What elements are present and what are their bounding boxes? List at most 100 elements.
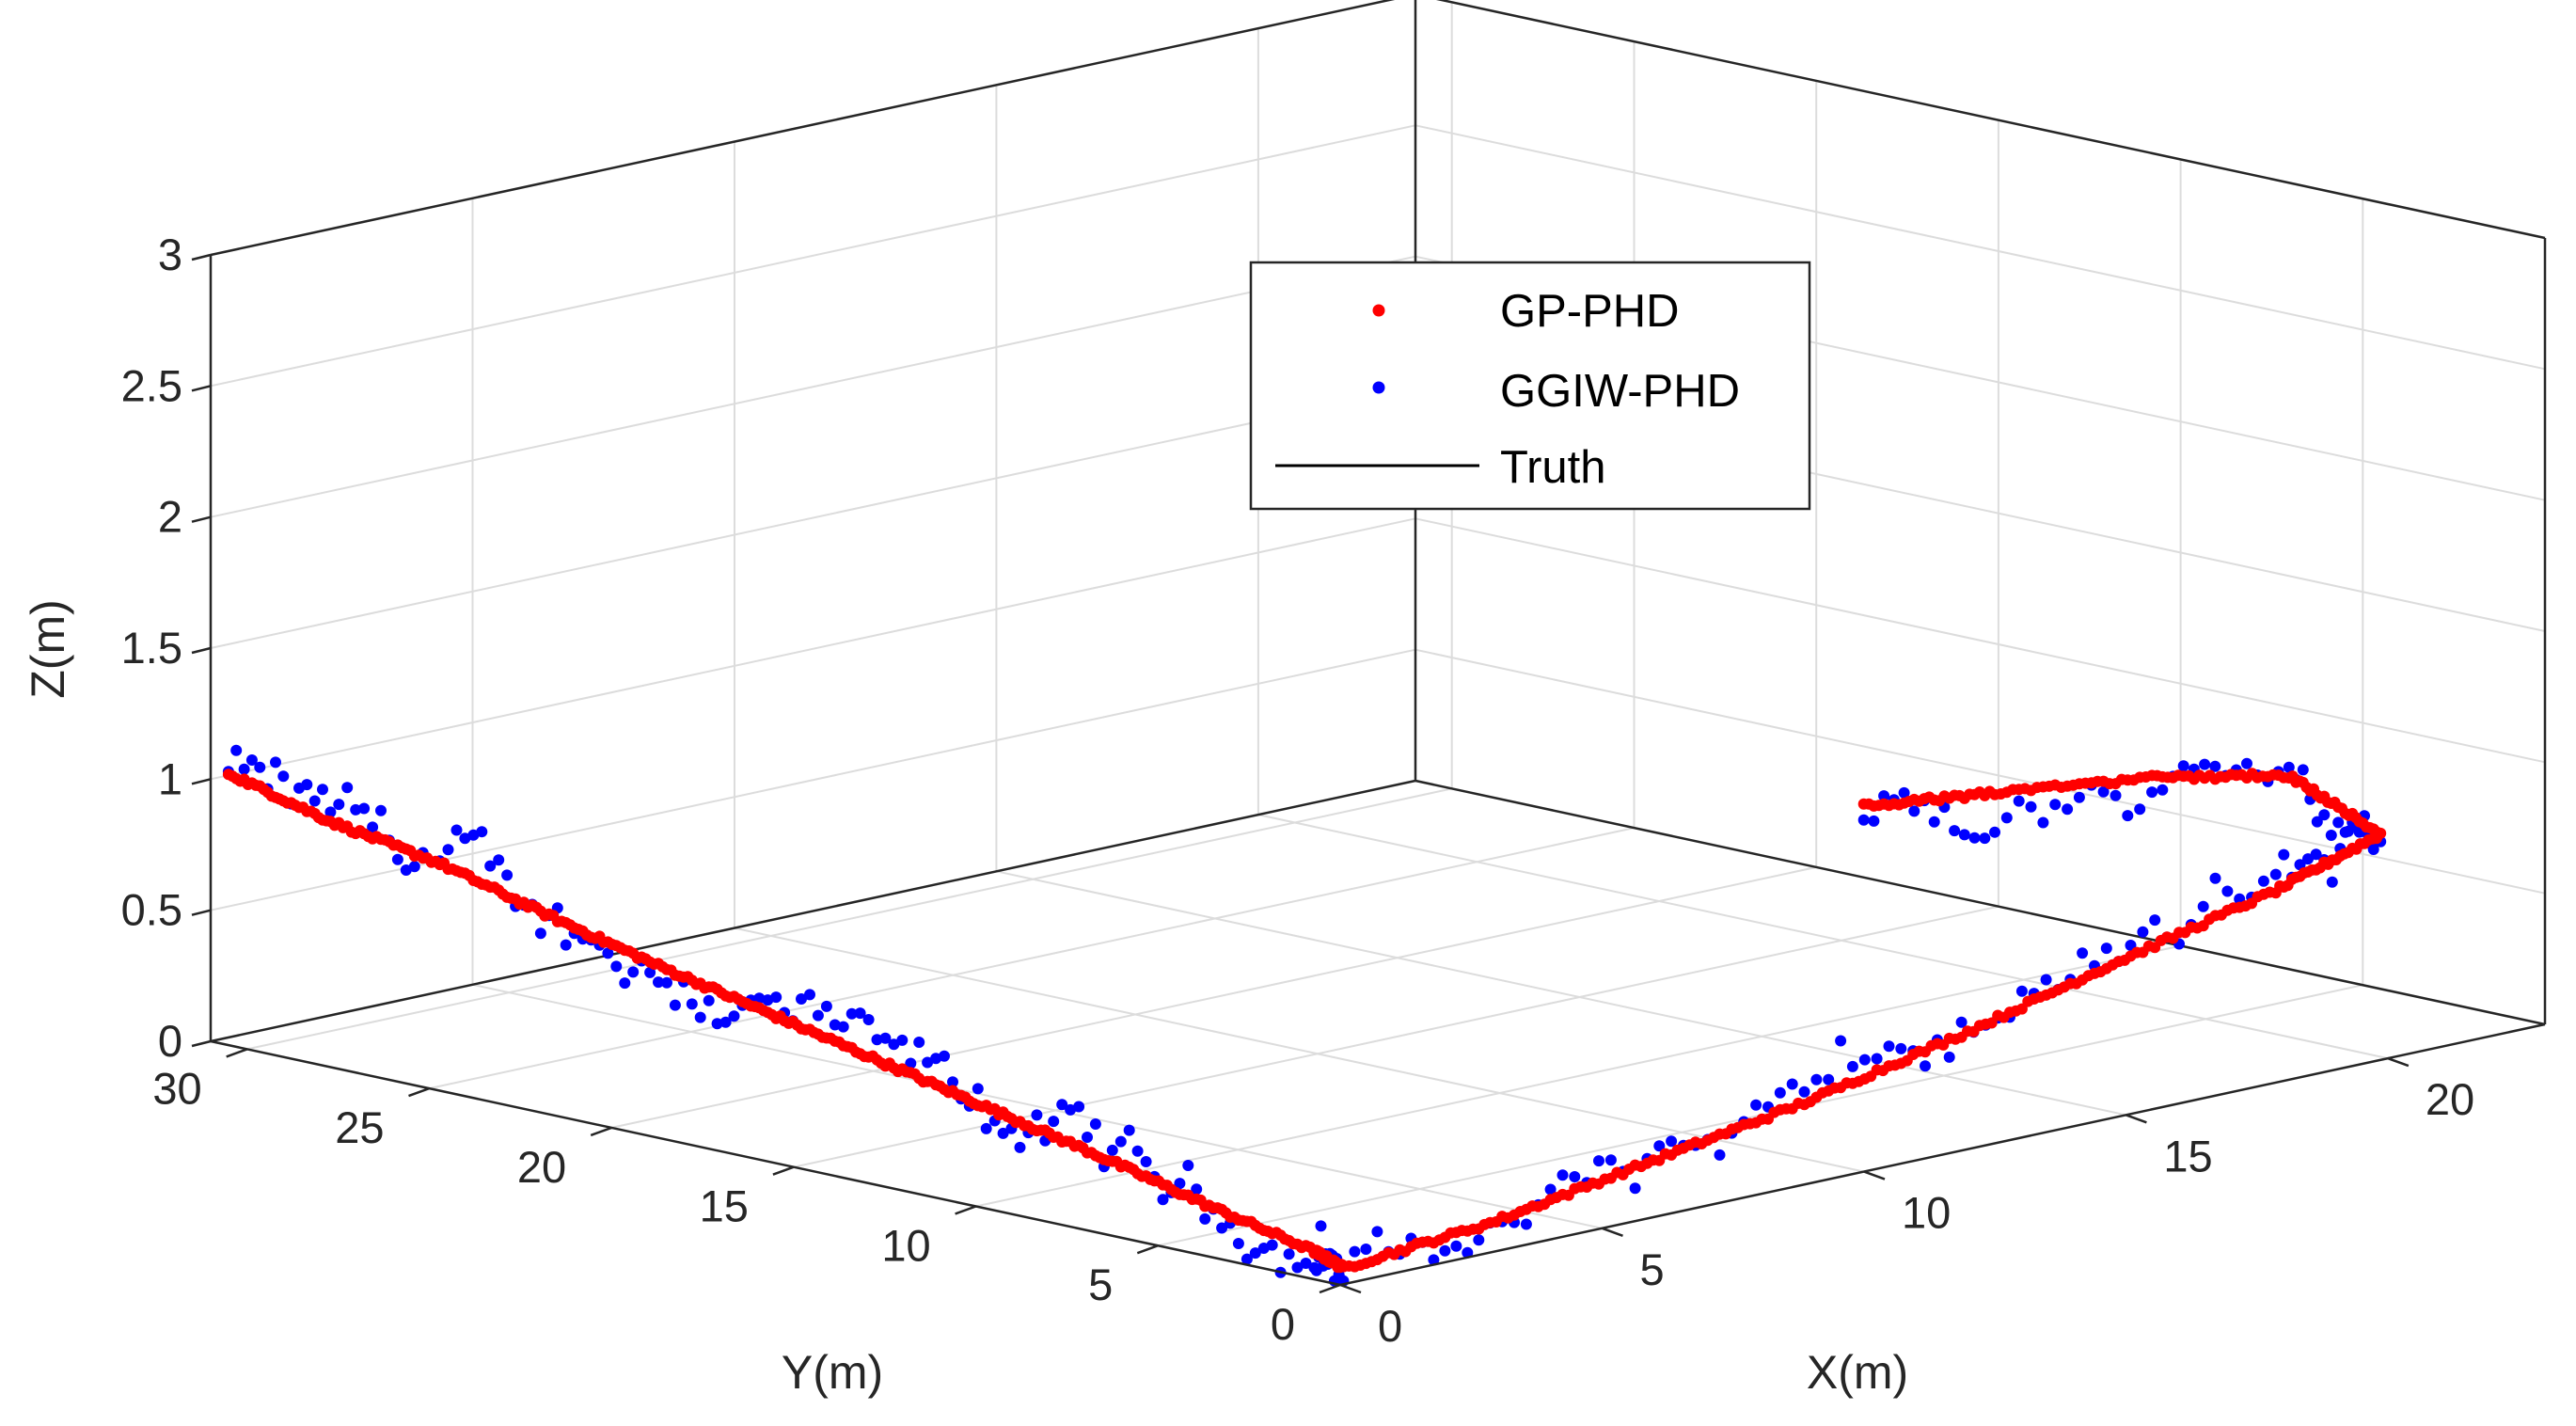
ggiw-point — [1082, 1132, 1093, 1143]
ggiw-point — [1473, 1234, 1485, 1246]
ggiw-point — [1140, 1156, 1152, 1167]
z-tick-label: 1.5 — [121, 623, 182, 673]
ggiw-point — [2025, 800, 2037, 813]
ggiw-point — [1666, 1135, 1678, 1148]
ggiw-point — [2326, 876, 2338, 888]
ggiw-point — [1898, 786, 1910, 799]
x-tick-label: 10 — [1902, 1188, 1951, 1238]
ggiw-point — [1450, 1240, 1462, 1252]
x-tick-label: 5 — [1640, 1244, 1665, 1294]
ggiw-point — [1629, 1182, 1641, 1195]
ggiw-point — [1157, 1194, 1169, 1206]
ggiw-point — [2100, 943, 2112, 955]
ggiw-point — [922, 1056, 934, 1069]
legend-label-gp-phd: GP-PHD — [1500, 286, 1680, 337]
ggiw-point — [238, 763, 250, 775]
ggiw-point — [1908, 805, 1920, 817]
ggiw-point — [602, 947, 614, 959]
ggiw-point — [230, 744, 243, 756]
x-tick-mark — [1602, 1227, 1623, 1237]
ggiw-point — [391, 853, 403, 865]
grid-line-z-back-left — [210, 124, 1416, 388]
ggiw-point — [2221, 885, 2234, 897]
ggiw-point — [1123, 1124, 1135, 1136]
ggiw-point — [2197, 900, 2209, 912]
y-tick-mark — [1319, 1283, 1341, 1294]
ggiw-point — [476, 826, 488, 838]
dot-series — [222, 744, 2387, 1287]
ggiw-point — [2311, 816, 2323, 828]
x-tick-mark — [2387, 1056, 2410, 1068]
ggiw-point — [317, 784, 328, 796]
ggiw-point — [719, 1016, 732, 1028]
ggiw-point — [1056, 1099, 1068, 1111]
ggiw-point — [862, 1014, 875, 1025]
ggiw-point — [871, 1034, 883, 1046]
ggiw-point — [1786, 1078, 1798, 1090]
ggiw-point — [442, 844, 454, 856]
grid-line-y-floor — [246, 787, 1452, 1051]
ggiw-point — [1989, 826, 2000, 838]
z-tick-label: 0.5 — [121, 885, 182, 935]
x-axis-label: X(m) — [1807, 1346, 1908, 1399]
ggiw-point — [1920, 1060, 1931, 1072]
axis-edge-top-right — [1435, 0, 2546, 240]
y-tick-label: 20 — [517, 1142, 566, 1192]
grid-line-z-back-right — [1414, 517, 2546, 764]
y-tick-mark — [408, 1086, 430, 1098]
ggiw-point — [1895, 1042, 1907, 1054]
ggiw-point — [358, 802, 371, 815]
y-tick-label: 10 — [881, 1221, 930, 1271]
ggiw-point — [1232, 1238, 1244, 1249]
ggiw-point — [661, 976, 672, 989]
grid-line-y-floor — [610, 865, 1817, 1129]
ggiw-point — [1014, 1141, 1026, 1153]
ggiw-point — [2097, 785, 2110, 798]
ggiw-point — [1349, 1245, 1361, 1258]
ggiw-point — [1031, 1109, 1043, 1121]
ggiw-point — [1073, 1101, 1085, 1113]
ggiw-point — [534, 927, 546, 940]
ggiw-point — [686, 998, 698, 1010]
x-tick-label: 15 — [2163, 1131, 2212, 1180]
ggiw-point — [947, 1076, 958, 1088]
grid-line-x-floor — [1257, 814, 2389, 1060]
z-tick-mark — [191, 909, 212, 916]
ggiw-point — [896, 1034, 909, 1046]
axes-box — [209, 0, 2547, 1043]
ggiw-point — [669, 999, 681, 1011]
z-tick-mark — [191, 1039, 212, 1048]
ggiw-point — [1249, 1247, 1261, 1260]
ggiw-point — [1131, 1145, 1144, 1157]
ggiw-point — [2269, 868, 2282, 880]
ggiw-point — [1604, 1154, 1617, 1166]
ggiw-point — [1714, 1149, 1726, 1161]
ggiw-point — [1462, 1246, 1474, 1259]
legend-label-truth: Truth — [1500, 442, 1606, 493]
ggiw-point — [324, 806, 337, 818]
ggiw-point — [2241, 757, 2252, 769]
gp-point — [2015, 1003, 2028, 1015]
legend-marker-ggiw-phd — [1372, 381, 1385, 394]
ggiw-point — [459, 832, 471, 845]
ggiw-point — [770, 991, 782, 1004]
ggiw-point — [627, 966, 640, 978]
ggiw-point — [1315, 1220, 1327, 1232]
ggiw-point — [1174, 1178, 1186, 1190]
ggiw-point — [1089, 1118, 1101, 1130]
y-tick-mark — [1136, 1244, 1159, 1255]
gp-point — [1985, 1017, 1998, 1029]
ggiw-point — [913, 1037, 925, 1048]
ggiw-point — [1979, 832, 1991, 845]
ggiw-point — [653, 976, 664, 989]
ggiw-point — [341, 782, 354, 794]
ggiw-point — [1106, 1144, 1118, 1156]
ggiw-point — [905, 1057, 917, 1070]
ggiw-point — [1216, 1222, 1228, 1234]
ggiw-point — [2325, 830, 2337, 841]
ggiw-point — [350, 803, 362, 816]
z-tick-label: 1 — [158, 753, 182, 803]
ggiw-point — [2297, 764, 2309, 776]
x-tick-label: 0 — [1378, 1301, 1402, 1351]
